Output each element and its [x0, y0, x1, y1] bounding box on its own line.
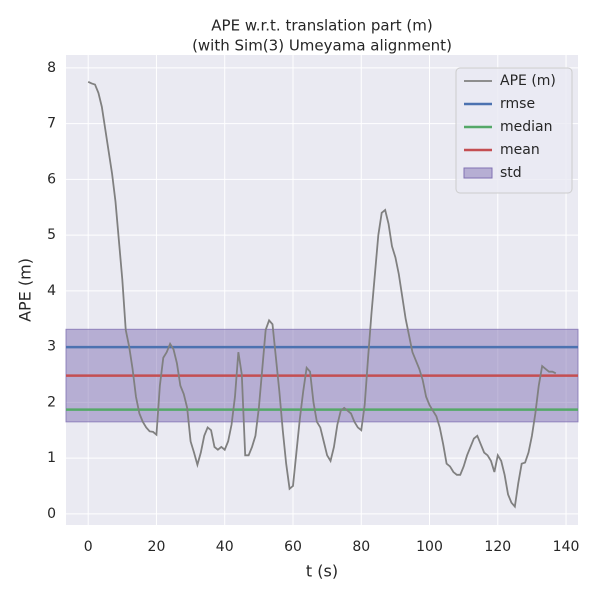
legend-swatch	[463, 167, 493, 179]
legend-label: std	[500, 165, 522, 181]
x-tick-label: 0	[84, 539, 93, 555]
y-tick-label: 7	[47, 116, 56, 132]
y-tick-label: 5	[47, 227, 56, 243]
y-tick-label: 0	[47, 506, 56, 522]
x-tick-label: 80	[352, 539, 370, 555]
y-tick-label: 3	[47, 339, 56, 355]
chart-title: APE w.r.t. translation part (m)	[211, 17, 432, 35]
y-tick-label: 6	[47, 171, 56, 187]
y-tick-label: 8	[47, 60, 56, 76]
x-tick-label: 120	[484, 539, 511, 555]
x-tick-label: 60	[284, 539, 302, 555]
x-tick-label: 140	[553, 539, 580, 555]
legend: APE (m) rmse median mean std	[455, 67, 573, 194]
y-axis-label: APE (m)	[16, 258, 35, 322]
y-tick-label: 4	[47, 283, 56, 299]
marks	[65, 80, 579, 509]
chart-subtitle: (with Sim(3) Umeyama alignment)	[192, 37, 452, 55]
legend-label: median	[500, 119, 552, 135]
x-tick-label: 20	[148, 539, 166, 555]
data-line	[87, 80, 557, 509]
legend-box	[455, 67, 573, 194]
x-tick-label: 100	[416, 539, 443, 555]
legend-label: APE (m)	[500, 73, 556, 89]
x-axis-label: t (s)	[306, 562, 338, 581]
y-tick-label: 1	[47, 450, 56, 466]
legend-label: mean	[500, 142, 540, 158]
x-tick-label: 40	[216, 539, 234, 555]
y-tick-label: 2	[47, 394, 56, 410]
legend-label: rmse	[500, 96, 535, 112]
